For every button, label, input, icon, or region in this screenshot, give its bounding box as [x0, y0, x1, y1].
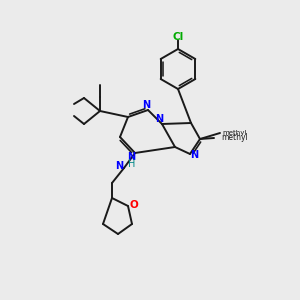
Text: Cl: Cl — [172, 32, 184, 42]
Text: N: N — [127, 152, 135, 162]
Text: methyl: methyl — [221, 133, 248, 142]
Text: methyl: methyl — [222, 130, 246, 136]
Text: H: H — [128, 159, 136, 169]
Text: O: O — [130, 200, 138, 210]
Text: N: N — [115, 161, 123, 171]
Text: N: N — [155, 114, 163, 124]
Text: N: N — [190, 150, 198, 160]
Text: N: N — [142, 100, 150, 110]
